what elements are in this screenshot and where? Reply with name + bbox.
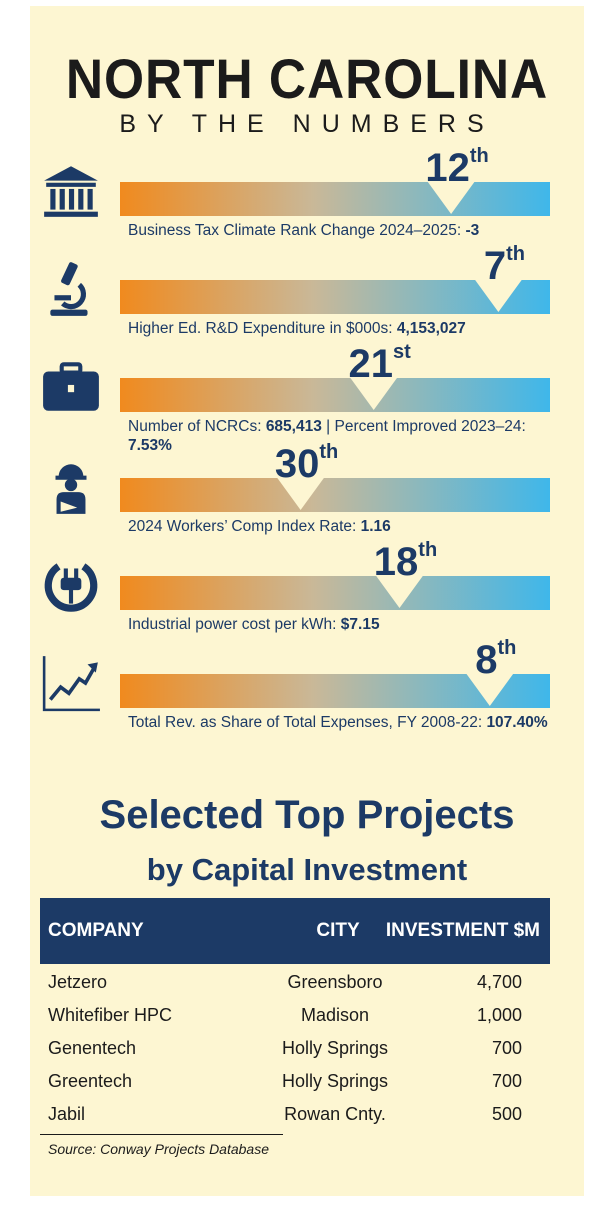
city-cell: Greensboro bbox=[287, 972, 383, 992]
rank-label: 21st bbox=[348, 341, 411, 386]
table-row: Genentech Holly Springs 700 bbox=[40, 1032, 550, 1065]
company-cell: Jetzero bbox=[48, 972, 108, 992]
city-cell: Madison bbox=[300, 1005, 370, 1025]
rank-number: 18 bbox=[373, 540, 419, 584]
rising-chart-icon bbox=[40, 652, 102, 714]
stat-caption-value: 1.16 bbox=[360, 518, 391, 535]
rank-marker-notch bbox=[474, 279, 523, 312]
stat-caption: Business Tax Climate Rank Change 2024–20… bbox=[128, 221, 548, 240]
stat-caption-value: 4,153,027 bbox=[396, 320, 466, 337]
investment-cell: 700 bbox=[491, 1071, 522, 1091]
table-row: Whitefiber HPC Madison 1,000 bbox=[40, 999, 550, 1032]
stat-caption-label: Business Tax Climate Rank Change 2024–20… bbox=[128, 222, 462, 239]
city-cell: Holly Springs bbox=[281, 1038, 389, 1058]
table-row: Greentech Holly Springs 700 bbox=[40, 1065, 550, 1098]
investment-cell: 4,700 bbox=[476, 972, 522, 992]
rank-label: 7th bbox=[483, 243, 525, 288]
stat-caption-label: Total Rev. as Share of Total Expenses, F… bbox=[128, 714, 483, 731]
rank-marker-notch bbox=[349, 377, 398, 410]
rank-label: 12th bbox=[425, 145, 489, 190]
projects-title: Selected Top Projects bbox=[99, 793, 515, 837]
rank-suffix: th bbox=[506, 243, 525, 265]
stat-caption-label: 2024 Workers’ Comp Index Rate: bbox=[128, 518, 357, 535]
table-row: Jabil Rowan Cnty. 500 bbox=[40, 1098, 550, 1131]
rank-label: 8th bbox=[475, 637, 517, 682]
projects-subtitle: by Capital Investment bbox=[146, 852, 468, 887]
stat-caption-mid: | Percent Improved 2023–24: bbox=[321, 418, 526, 435]
stat-caption-value: 685,413 bbox=[265, 418, 322, 435]
rank-label: 30th bbox=[274, 441, 339, 486]
table-row: Jetzero Greensboro 4,700 bbox=[40, 966, 550, 999]
stat-caption: Number of NCRCs: 685,413 | Percent Impro… bbox=[128, 417, 548, 455]
rank-marker-notch bbox=[465, 673, 514, 706]
rank-bar bbox=[120, 181, 550, 216]
power-plug-icon bbox=[40, 554, 102, 616]
rank-bar bbox=[120, 279, 550, 314]
table-header: COMPANY CITY INVESTMENT $M bbox=[40, 898, 550, 964]
column-header-city: CITY bbox=[316, 920, 360, 941]
stat-row: 21st Number of NCRCs: 685,413 | Percent I… bbox=[0, 341, 600, 454]
rank-number: 12 bbox=[425, 146, 470, 190]
investment-cell: 500 bbox=[491, 1104, 522, 1124]
rank-number: 30 bbox=[274, 442, 320, 486]
rank-number: 8 bbox=[475, 638, 498, 682]
company-cell: Greentech bbox=[48, 1071, 133, 1091]
source-divider bbox=[40, 1134, 283, 1135]
stat-row: 18th Industrial power cost per kWh: $7.15 bbox=[0, 539, 600, 644]
rank-suffix: th bbox=[497, 637, 517, 659]
stat-caption: 2024 Workers’ Comp Index Rate: 1.16 bbox=[128, 517, 548, 536]
stat-caption-value: 107.40% bbox=[486, 714, 548, 731]
rank-bar bbox=[120, 575, 550, 610]
rank-label: 18th bbox=[373, 539, 438, 584]
stat-caption-label: Higher Ed. R&D Expenditure in $000s: bbox=[128, 320, 393, 337]
company-cell: Genentech bbox=[48, 1038, 137, 1058]
rank-number: 7 bbox=[483, 244, 507, 288]
column-header-company: COMPANY bbox=[48, 920, 144, 941]
stat-caption: Higher Ed. R&D Expenditure in $000s: 4,1… bbox=[128, 319, 548, 338]
stat-caption-value-2: 7.53% bbox=[128, 437, 172, 454]
stat-row: 7th Higher Ed. R&D Expenditure in $000s: … bbox=[0, 243, 600, 348]
bank-building-icon bbox=[40, 160, 102, 222]
page-title: NORTH CAROLINA bbox=[65, 47, 549, 110]
stat-caption-value: -3 bbox=[465, 222, 480, 239]
stat-caption: Industrial power cost per kWh: $7.15 bbox=[128, 615, 548, 634]
rank-suffix: th bbox=[469, 145, 489, 167]
stat-caption: Total Rev. as Share of Total Expenses, F… bbox=[128, 713, 548, 732]
briefcase-icon bbox=[40, 356, 102, 418]
rank-suffix: th bbox=[418, 539, 438, 561]
rank-bar bbox=[120, 673, 550, 708]
stat-row: 12th Business Tax Climate Rank Change 202… bbox=[0, 145, 600, 250]
rank-marker-notch bbox=[276, 477, 325, 510]
company-cell: Jabil bbox=[48, 1104, 86, 1124]
rank-number: 21 bbox=[348, 342, 394, 386]
rank-marker-notch bbox=[427, 181, 476, 214]
rank-suffix: st bbox=[393, 341, 411, 363]
rank-bar bbox=[120, 377, 550, 412]
page-subtitle: BY THE NUMBERS bbox=[119, 110, 495, 138]
stat-caption-label: Number of NCRCs: bbox=[128, 418, 262, 435]
rank-bar bbox=[120, 477, 550, 512]
source-note: Source: Conway Projects Database bbox=[48, 1141, 269, 1157]
investment-cell: 700 bbox=[491, 1038, 522, 1058]
column-header-investment: INVESTMENT $M bbox=[385, 920, 540, 941]
rank-marker-notch bbox=[375, 575, 424, 608]
city-cell: Rowan Cnty. bbox=[284, 1104, 386, 1124]
stat-caption-label: Industrial power cost per kWh: bbox=[128, 616, 337, 633]
stat-row: 8th Total Rev. as Share of Total Expenses… bbox=[0, 637, 600, 742]
city-cell: Holly Springs bbox=[281, 1071, 389, 1091]
microscope-icon bbox=[40, 258, 102, 320]
investment-cell: 1,000 bbox=[476, 1005, 522, 1025]
stat-caption-value: $7.15 bbox=[340, 616, 380, 633]
rank-suffix: th bbox=[319, 441, 339, 463]
company-cell: Whitefiber HPC bbox=[48, 1005, 173, 1025]
stat-row: 30th 2024 Workers’ Comp Index Rate: 1.16 bbox=[0, 441, 600, 546]
injured-worker-icon bbox=[40, 456, 102, 518]
